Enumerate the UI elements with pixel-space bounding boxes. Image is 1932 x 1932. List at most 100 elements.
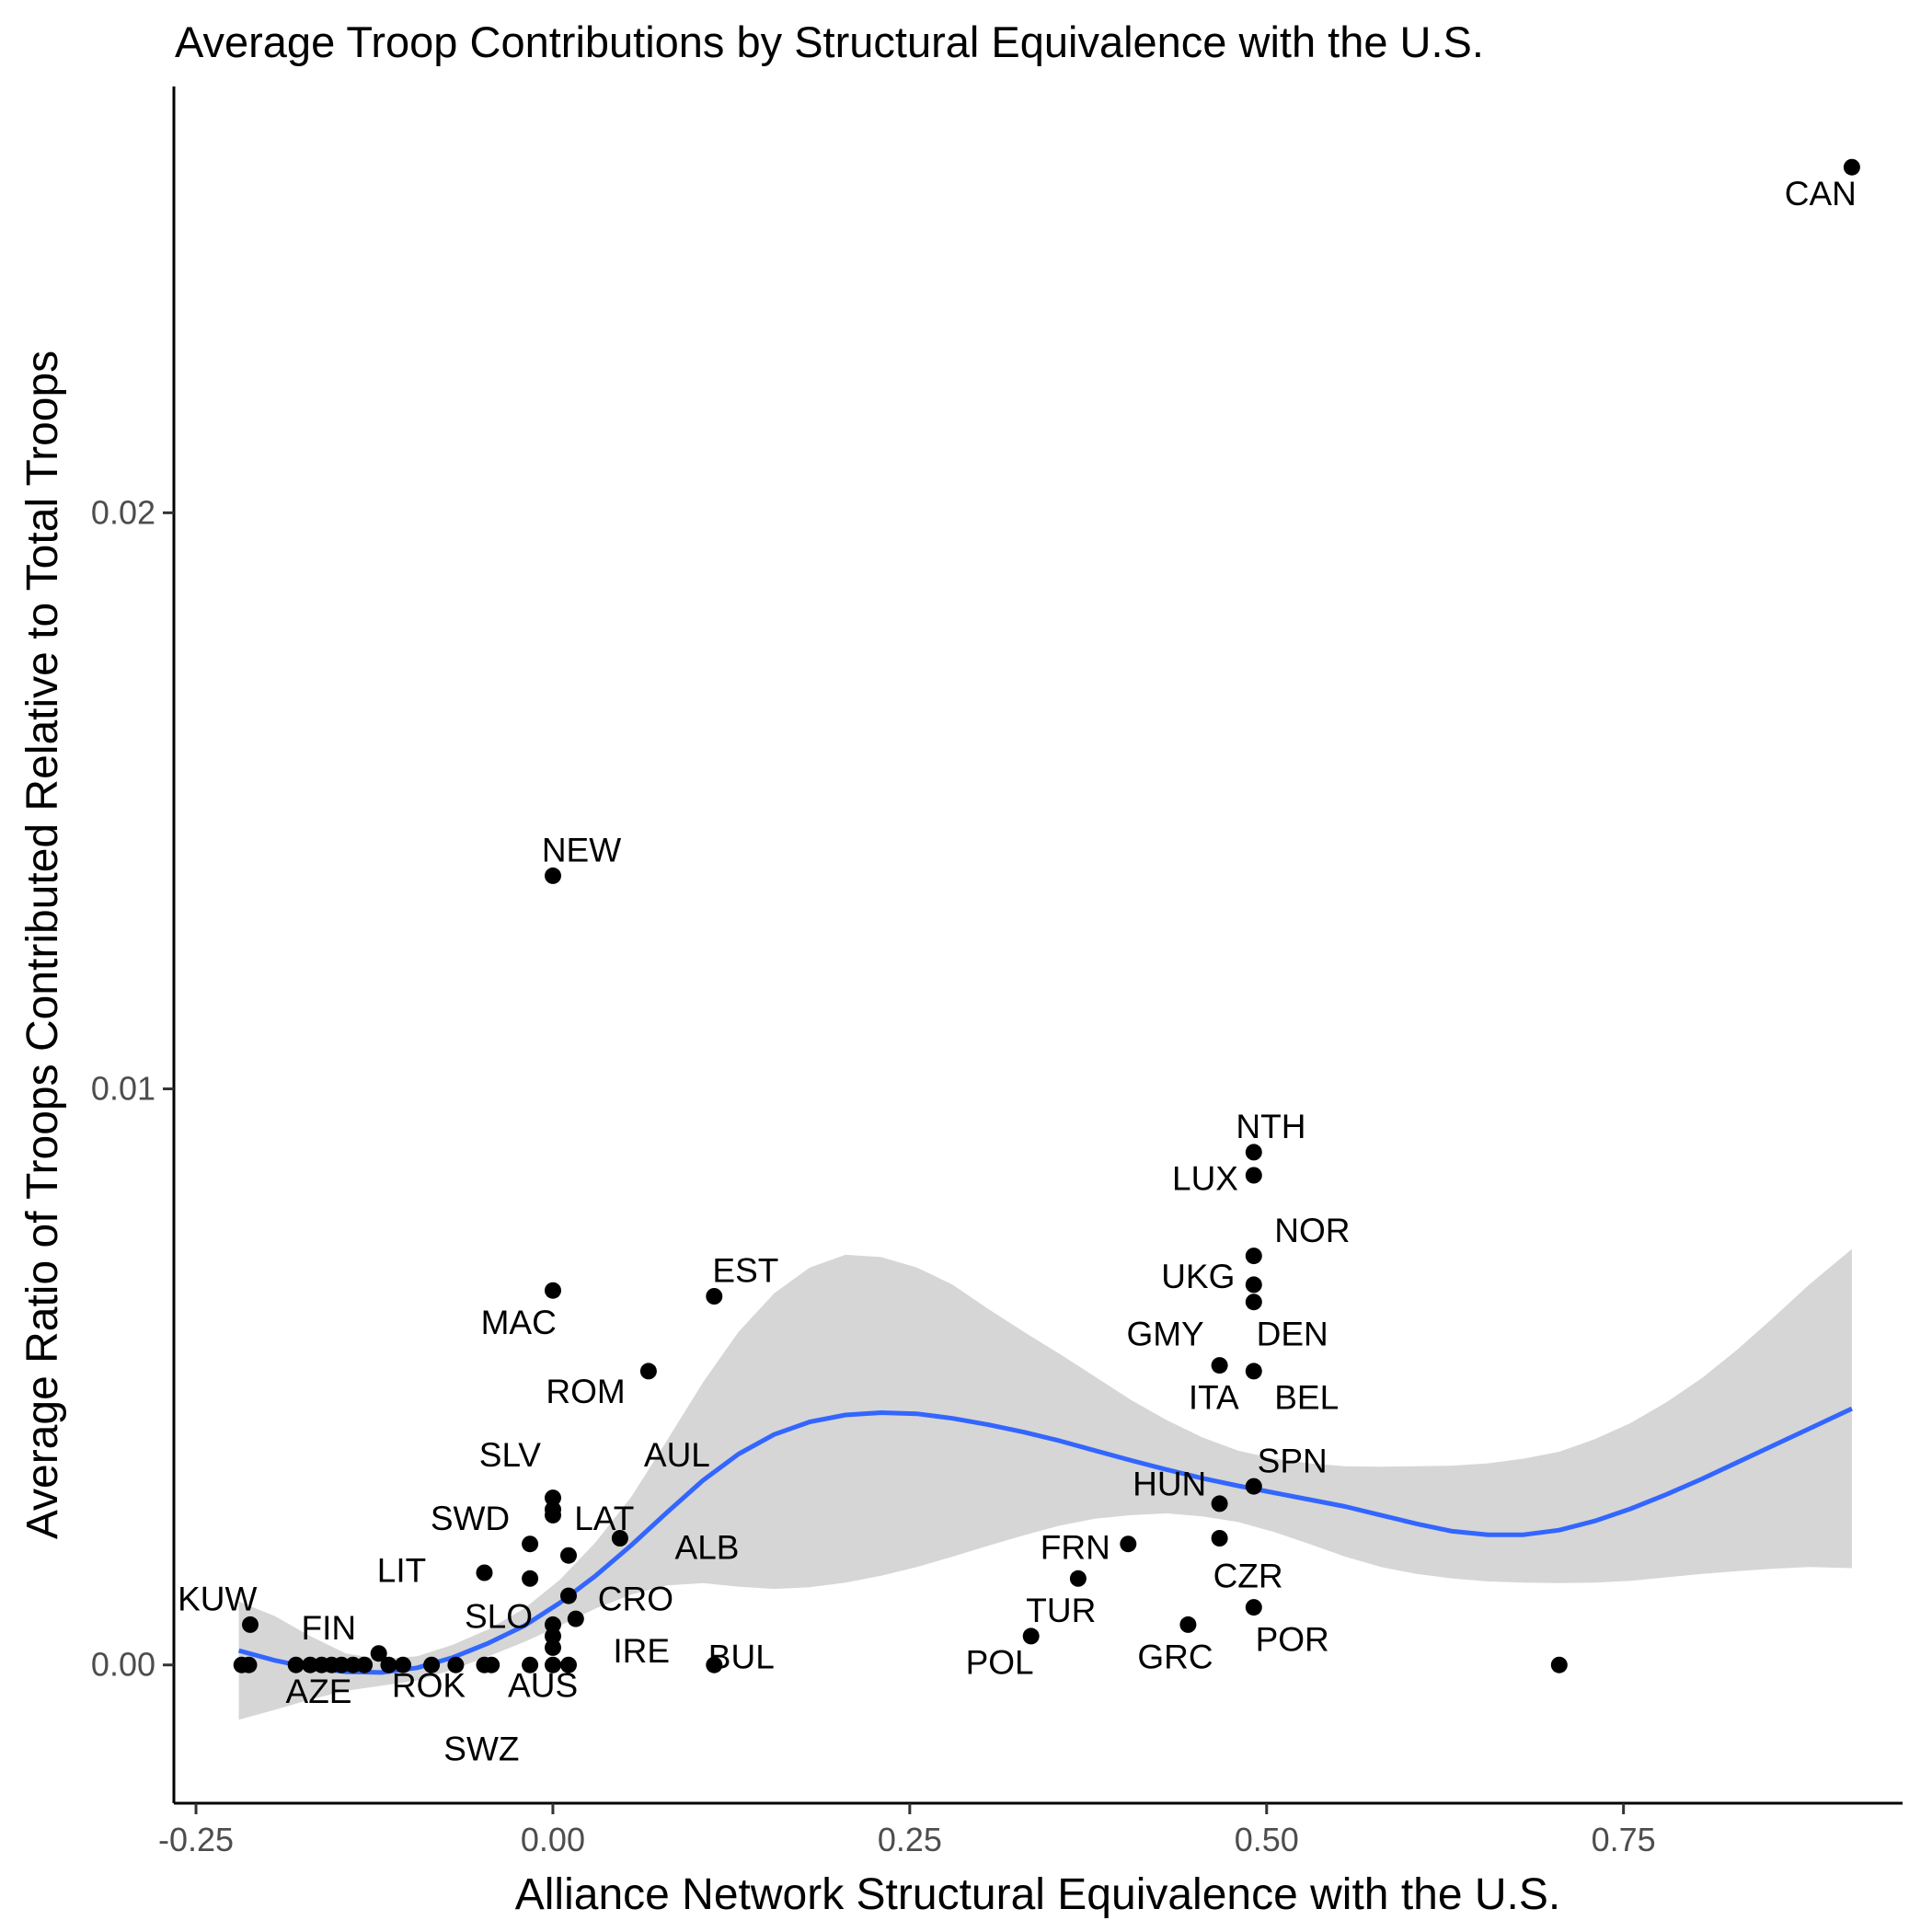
data-point bbox=[545, 1639, 561, 1656]
point-label: CZR bbox=[1213, 1558, 1283, 1595]
data-point bbox=[370, 1645, 387, 1662]
point-label: BEL bbox=[1274, 1378, 1339, 1416]
data-point bbox=[380, 1656, 397, 1673]
point-label: POR bbox=[1256, 1620, 1329, 1658]
y-tick-label: 0.01 bbox=[91, 1070, 155, 1108]
x-axis-ticks: -0.25 0.00 0.25 0.50 0.75 bbox=[158, 1803, 1656, 1858]
data-point bbox=[611, 1530, 628, 1547]
point-label: AZE bbox=[286, 1673, 352, 1710]
point-label: FRN bbox=[1041, 1528, 1110, 1566]
y-axis-ticks: 0.00 0.01 0.02 bbox=[91, 493, 174, 1684]
point-label: DEN bbox=[1257, 1316, 1328, 1353]
data-point bbox=[545, 1489, 561, 1507]
point-label: AUL bbox=[644, 1436, 710, 1474]
point-label: ITA bbox=[1189, 1378, 1239, 1416]
point-label: ROK bbox=[392, 1667, 466, 1705]
point-label: SPN bbox=[1258, 1442, 1328, 1479]
data-point bbox=[522, 1570, 539, 1587]
point-label: NOR bbox=[1274, 1212, 1350, 1249]
data-point bbox=[1245, 1167, 1262, 1184]
confidence-band-layer bbox=[238, 1248, 1852, 1720]
data-point bbox=[356, 1656, 374, 1673]
point-label: POL bbox=[966, 1643, 1034, 1681]
point-label: IRE bbox=[613, 1632, 670, 1670]
data-point bbox=[1245, 1599, 1262, 1616]
point-label: LUX bbox=[1172, 1159, 1238, 1197]
data-point bbox=[395, 1656, 411, 1673]
point-label: BUL bbox=[708, 1638, 775, 1675]
point-label: NTH bbox=[1236, 1108, 1305, 1145]
data-point bbox=[522, 1535, 539, 1553]
data-point bbox=[1245, 1294, 1262, 1311]
data-point bbox=[560, 1587, 577, 1604]
x-axis-title: Alliance Network Structural Equivalence … bbox=[515, 1870, 1561, 1919]
data-point bbox=[344, 1656, 362, 1673]
data-point bbox=[1069, 1570, 1087, 1587]
point-label: TUR bbox=[1026, 1592, 1096, 1629]
point-label: ROM bbox=[546, 1373, 625, 1410]
data-point bbox=[1245, 1276, 1262, 1294]
x-tick-label: 0.75 bbox=[1592, 1821, 1656, 1858]
data-point bbox=[302, 1656, 319, 1673]
y-tick-label: 0.02 bbox=[91, 493, 155, 531]
data-point bbox=[522, 1656, 539, 1673]
point-label: EST bbox=[712, 1252, 778, 1290]
x-tick-label: 0.25 bbox=[878, 1821, 942, 1858]
data-point bbox=[560, 1547, 577, 1564]
point-label: SLV bbox=[479, 1436, 542, 1474]
point-label: NEW bbox=[542, 832, 621, 869]
point-label: SWZ bbox=[443, 1730, 519, 1767]
data-point bbox=[242, 1616, 259, 1633]
point-label: ALB bbox=[675, 1528, 740, 1566]
data-point bbox=[1211, 1495, 1228, 1512]
point-label: GRC bbox=[1137, 1638, 1213, 1675]
data-point bbox=[1211, 1530, 1228, 1547]
smooth-line-layer bbox=[237, 1406, 1853, 1675]
data-point bbox=[1843, 158, 1860, 176]
point-label: FIN bbox=[301, 1609, 356, 1647]
plot-area: CAN NEW NTH LUX NOR EST UKG MAC GMY DEN ROM ITA BEL S… bbox=[178, 158, 1860, 1768]
data-point bbox=[483, 1656, 500, 1673]
point-label: MAC bbox=[481, 1304, 557, 1341]
confidence-band bbox=[238, 1248, 1852, 1720]
point-label: KUW bbox=[178, 1581, 257, 1618]
data-point bbox=[1211, 1357, 1228, 1374]
point-label: CAN bbox=[1785, 175, 1857, 213]
points-layer bbox=[233, 158, 1860, 1673]
data-point bbox=[1245, 1363, 1262, 1380]
y-axis-title: Average Ratio of Troops Contributed Rela… bbox=[18, 351, 67, 1539]
data-point bbox=[1245, 1144, 1262, 1161]
point-label: SLO bbox=[465, 1597, 533, 1635]
data-point bbox=[476, 1564, 493, 1581]
data-point bbox=[447, 1656, 465, 1673]
data-point bbox=[545, 1627, 561, 1645]
data-point bbox=[423, 1656, 441, 1673]
data-point bbox=[240, 1656, 258, 1673]
point-label: CRO bbox=[598, 1581, 673, 1618]
data-point bbox=[545, 1656, 561, 1673]
point-label: HUN bbox=[1133, 1465, 1206, 1502]
chart-title: Average Troop Contributions by Structura… bbox=[175, 17, 1484, 66]
point-label: AUS bbox=[508, 1667, 578, 1705]
x-tick-label: 0.50 bbox=[1235, 1821, 1299, 1858]
point-label: UKG bbox=[1161, 1258, 1235, 1295]
x-tick-label: 0.00 bbox=[521, 1821, 585, 1858]
data-point bbox=[1245, 1248, 1262, 1265]
data-point bbox=[545, 1282, 561, 1299]
data-point bbox=[560, 1656, 577, 1673]
point-label: LAT bbox=[574, 1500, 634, 1537]
data-point bbox=[545, 1616, 561, 1633]
data-point bbox=[1245, 1478, 1262, 1495]
x-tick-label: -0.25 bbox=[158, 1821, 234, 1858]
y-tick-label: 0.00 bbox=[91, 1646, 155, 1684]
data-point bbox=[287, 1656, 305, 1673]
point-label: SWD bbox=[431, 1500, 510, 1537]
data-point bbox=[545, 867, 561, 884]
point-labels-layer: CAN NEW NTH LUX NOR EST UKG MAC GMY DEN ROM ITA BEL S… bbox=[178, 175, 1857, 1768]
data-point bbox=[639, 1363, 657, 1380]
data-point bbox=[706, 1288, 723, 1305]
data-point bbox=[1179, 1616, 1197, 1633]
smooth-line bbox=[237, 1406, 1853, 1675]
data-point bbox=[706, 1656, 723, 1673]
